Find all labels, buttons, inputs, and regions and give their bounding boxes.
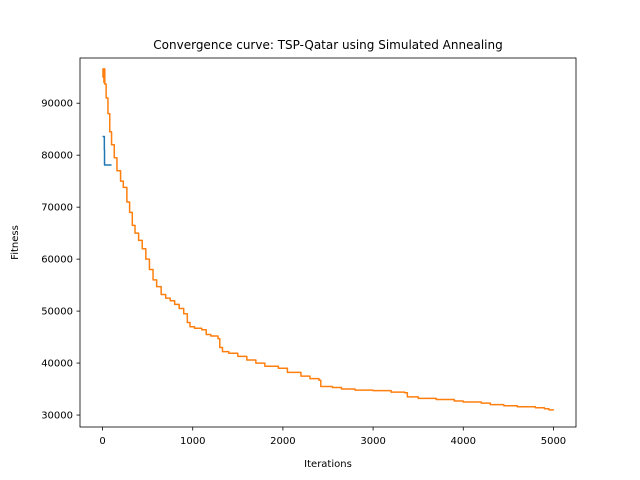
series-line-2	[102, 68, 555, 411]
chart-title: Convergence curve: TSP-Qatar using Simul…	[153, 38, 502, 52]
y-axis-title: Fitness	[10, 225, 21, 260]
x-axis-title: Iterations	[304, 459, 352, 470]
series-line-1	[102, 135, 112, 166]
x-tick-label: 1000	[180, 436, 205, 447]
y-tick-label: 30000	[41, 411, 73, 422]
x-tick-label: 0	[99, 436, 105, 447]
x-tick-label: 4000	[451, 436, 476, 447]
plot-area	[102, 68, 555, 411]
x-axis-ticks: 0 1000 2000 3000 4000 5000	[99, 427, 566, 447]
x-tick-label: 3000	[360, 436, 385, 447]
y-tick-label: 40000	[41, 359, 73, 370]
y-tick-label: 90000	[41, 99, 73, 110]
y-tick-label: 80000	[41, 151, 73, 162]
x-tick-label: 2000	[270, 436, 295, 447]
y-tick-label: 60000	[41, 255, 73, 266]
axes-frame	[79, 57, 577, 428]
y-axis-ticks: 30000 40000 50000 60000 70000 80000 90000	[41, 99, 80, 422]
y-tick-label: 50000	[41, 307, 73, 318]
x-tick-label: 5000	[541, 436, 566, 447]
y-tick-label: 70000	[41, 203, 73, 214]
